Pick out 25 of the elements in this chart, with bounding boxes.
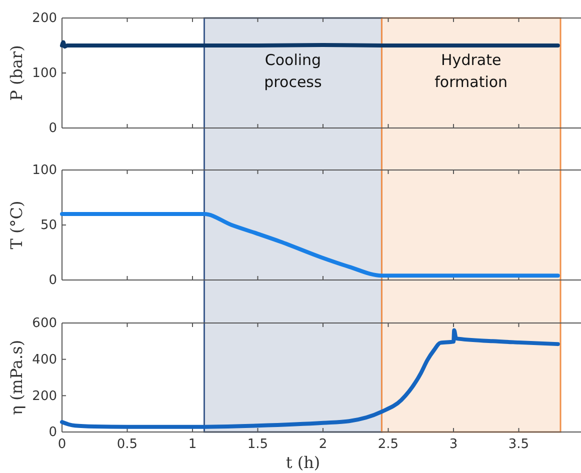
y-tick-label: 200	[32, 388, 57, 404]
x-tick-label: 2	[318, 437, 328, 452]
x-tick-label: 1.5	[247, 437, 268, 452]
x-tick-label: 3.5	[508, 437, 530, 452]
band-label: Cooling process	[264, 51, 322, 91]
y-tick-label: 400	[32, 352, 57, 368]
band-label: Hydrate formation	[434, 51, 508, 91]
y-tick-label: 600	[32, 316, 57, 332]
x-tick-label: 1	[188, 437, 197, 452]
line-series	[60, 212, 560, 278]
y-tick-label: 0	[48, 273, 57, 288]
line-series	[60, 328, 560, 429]
y-tick-label: 0	[48, 425, 57, 440]
y-tick-label: 0	[48, 121, 57, 136]
y-tick-label: 100	[32, 66, 57, 82]
y-tick-label: 100	[32, 163, 57, 178]
y-tick-label: 200	[32, 11, 57, 26]
x-tick-label: 2.5	[378, 437, 399, 452]
x-axis-title: t (h)	[286, 453, 320, 472]
y-axis-title: η (mPa.s)	[7, 340, 26, 416]
x-tick-label: 3	[449, 437, 458, 452]
y-axis-title: P (bar)	[7, 45, 26, 101]
x-tick-label: 0.5	[116, 437, 138, 452]
y-axis-title: T (°C)	[7, 200, 26, 250]
y-tick-label: 50	[40, 218, 57, 234]
